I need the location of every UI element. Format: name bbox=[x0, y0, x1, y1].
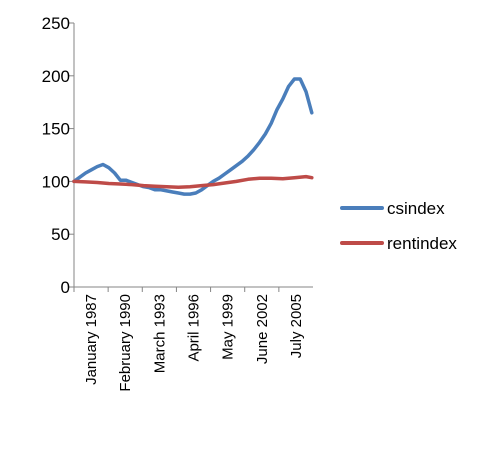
y-tick-label-100: 100 bbox=[42, 172, 70, 191]
x-axis: January 1987 February 1990 March 1993 April… bbox=[73, 286, 313, 392]
y-tick-label-200: 200 bbox=[42, 67, 70, 86]
x-tick-label-march-1993: March 1993 bbox=[151, 294, 168, 373]
y-tick-label-150: 150 bbox=[42, 120, 70, 139]
series-line-rentindex bbox=[72, 174, 314, 189]
y-tick-label-50: 50 bbox=[51, 225, 70, 244]
x-tick-label-april-1996: April 1996 bbox=[186, 294, 203, 362]
y-tick-label-250: 250 bbox=[42, 14, 70, 33]
series-layer bbox=[72, 77, 314, 196]
series-line-csindex bbox=[72, 77, 314, 196]
x-tick-label-july-2005: July 2005 bbox=[288, 294, 305, 358]
x-tick-label-january-1987: January 1987 bbox=[83, 294, 100, 385]
legend-label-rentindex: rentindex bbox=[387, 234, 457, 253]
y-axis: 0 50 100 150 200 250 bbox=[42, 14, 75, 297]
legend-label-csindex: csindex bbox=[387, 199, 445, 218]
legend-item-rentindex: rentindex bbox=[340, 234, 457, 253]
legend-item-csindex: csindex bbox=[340, 199, 445, 218]
x-tick-label-june-2002: June 2002 bbox=[254, 294, 271, 364]
x-tick-label-february-1990: February 1990 bbox=[117, 294, 134, 392]
legend: csindex rentindex bbox=[340, 199, 457, 253]
y-tick-label-0: 0 bbox=[61, 278, 70, 297]
x-tick-label-may-1999: May 1999 bbox=[220, 294, 237, 360]
